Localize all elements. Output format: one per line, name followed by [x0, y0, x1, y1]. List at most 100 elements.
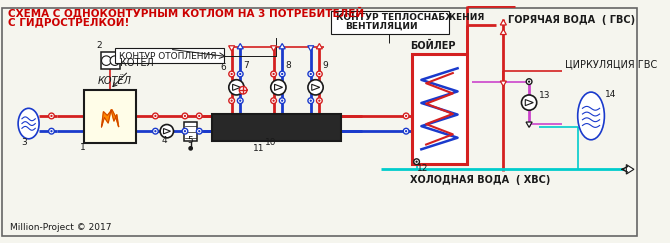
Circle shape [316, 71, 322, 77]
Text: 2: 2 [96, 41, 103, 50]
Polygon shape [279, 43, 285, 49]
Text: С ГИДРОСТРЕЛКОЙ!: С ГИДРОСТРЕЛКОЙ! [7, 16, 129, 27]
Text: ВЕНТИЛЯЦИИ: ВЕНТИЛЯЦИИ [345, 21, 417, 30]
FancyBboxPatch shape [115, 48, 224, 62]
Text: КОНТУР ТЕПЛОСНАБЖЕНИЯ: КОНТУР ТЕПЛОСНАБЖЕНИЯ [336, 13, 484, 22]
Circle shape [196, 113, 202, 119]
Polygon shape [500, 81, 507, 86]
Polygon shape [316, 43, 322, 49]
Circle shape [184, 130, 186, 132]
Text: ГОРЯЧАЯ ВОДА  ( ГВС): ГОРЯЧАЯ ВОДА ( ГВС) [508, 16, 635, 26]
Text: 5: 5 [187, 136, 192, 145]
Circle shape [239, 86, 247, 94]
Text: 9: 9 [322, 61, 328, 70]
Text: КОТЁЛ: КОТЁЛ [113, 58, 153, 87]
Polygon shape [308, 46, 314, 51]
Circle shape [281, 73, 283, 75]
Circle shape [273, 100, 275, 102]
Circle shape [184, 115, 186, 117]
FancyBboxPatch shape [331, 11, 449, 34]
Circle shape [49, 113, 54, 119]
Text: КОНТУР ОТОПЛЕНИЯ: КОНТУР ОТОПЛЕНИЯ [119, 52, 216, 61]
Text: 3: 3 [21, 138, 27, 147]
Circle shape [279, 71, 285, 77]
Circle shape [110, 56, 120, 65]
Circle shape [237, 71, 243, 77]
Circle shape [310, 100, 312, 102]
Circle shape [196, 128, 202, 134]
Circle shape [308, 80, 323, 95]
Text: 7: 7 [243, 61, 249, 70]
Polygon shape [500, 29, 507, 35]
Circle shape [239, 73, 241, 75]
Polygon shape [312, 84, 320, 90]
Circle shape [281, 100, 283, 102]
Text: 6: 6 [220, 63, 226, 72]
Text: БОЙЛЕР: БОЙЛЕР [410, 41, 456, 51]
Circle shape [526, 79, 532, 85]
Polygon shape [102, 110, 119, 127]
Circle shape [414, 159, 419, 165]
Circle shape [273, 73, 275, 75]
Polygon shape [525, 100, 533, 106]
Text: ЦИРКУЛЯЦИЯ ГВС: ЦИРКУЛЯЦИЯ ГВС [565, 59, 657, 69]
Text: 14: 14 [606, 90, 616, 99]
Circle shape [154, 115, 157, 117]
Circle shape [182, 113, 188, 119]
Polygon shape [228, 46, 234, 51]
Bar [84, 90, 136, 143]
Circle shape [405, 115, 407, 117]
Text: 8: 8 [285, 61, 291, 70]
Text: ХОЛОДНАЯ ВОДА  ( ХВС): ХОЛОДНАЯ ВОДА ( ХВС) [410, 175, 550, 185]
Circle shape [415, 161, 417, 163]
Circle shape [271, 71, 277, 77]
Circle shape [308, 71, 314, 77]
Circle shape [239, 100, 241, 102]
Polygon shape [275, 84, 283, 90]
Circle shape [403, 128, 409, 134]
Circle shape [153, 128, 158, 134]
Text: КОТЁЛ: КОТЁЛ [97, 76, 131, 86]
Circle shape [228, 71, 234, 77]
Text: 12: 12 [417, 164, 428, 173]
Bar [412, 54, 467, 164]
Text: 4: 4 [162, 136, 168, 145]
Ellipse shape [578, 92, 604, 140]
Circle shape [230, 100, 232, 102]
Polygon shape [237, 43, 243, 49]
Circle shape [50, 130, 53, 132]
Circle shape [271, 98, 277, 104]
Circle shape [271, 80, 286, 95]
Circle shape [528, 80, 530, 83]
Circle shape [310, 73, 312, 75]
Text: 10: 10 [265, 139, 277, 148]
Polygon shape [271, 46, 277, 51]
Circle shape [316, 98, 322, 104]
Text: СХЕМА С ОДНОКОНТУРНЫМ КОТЛОМ НА 3 ПОТРЕБИТЕЛЕЙ: СХЕМА С ОДНОКОНТУРНЫМ КОТЛОМ НА 3 ПОТРЕБ… [7, 7, 364, 19]
Circle shape [308, 98, 314, 104]
Circle shape [403, 113, 409, 119]
Circle shape [50, 115, 53, 117]
Circle shape [160, 124, 174, 138]
Circle shape [405, 130, 407, 132]
Polygon shape [232, 84, 241, 90]
Circle shape [318, 73, 320, 75]
Bar [184, 122, 198, 141]
Circle shape [228, 98, 234, 104]
Circle shape [198, 115, 200, 117]
Polygon shape [526, 122, 532, 127]
Circle shape [279, 98, 285, 104]
Circle shape [154, 130, 157, 132]
Circle shape [318, 100, 320, 102]
Circle shape [228, 80, 244, 95]
Bar [212, 114, 341, 141]
Circle shape [188, 146, 193, 151]
Circle shape [153, 113, 158, 119]
Circle shape [521, 95, 537, 110]
Circle shape [237, 98, 243, 104]
Circle shape [230, 73, 232, 75]
Circle shape [182, 128, 188, 134]
Ellipse shape [18, 108, 39, 139]
Polygon shape [500, 20, 507, 25]
Text: Million-Project © 2017: Million-Project © 2017 [9, 223, 111, 232]
